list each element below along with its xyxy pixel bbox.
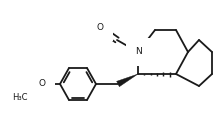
Text: N: N: [135, 47, 141, 57]
Text: O: O: [38, 79, 46, 89]
Polygon shape: [117, 74, 138, 87]
Text: O: O: [97, 22, 103, 32]
Text: H₃C: H₃C: [13, 94, 28, 102]
